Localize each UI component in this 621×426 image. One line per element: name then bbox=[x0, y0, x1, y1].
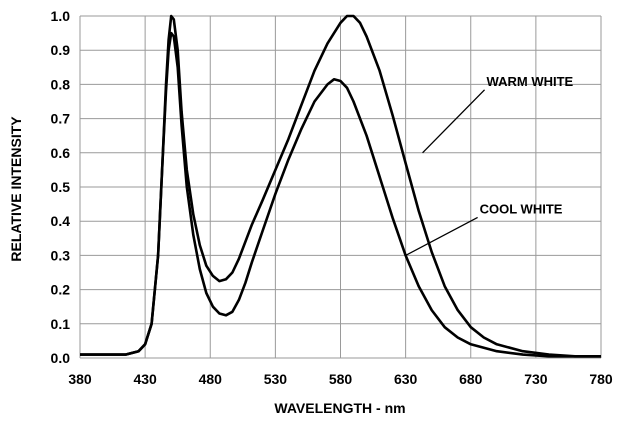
x-tick-label: 630 bbox=[394, 371, 418, 387]
series-line-cool-white bbox=[80, 31, 601, 358]
x-tick-label: 780 bbox=[589, 371, 613, 387]
series-label-leader bbox=[405, 216, 478, 256]
grid bbox=[79, 15, 602, 359]
y-tick-label: 0.0 bbox=[51, 350, 71, 366]
x-axis-label: WAVELENGTH - nm bbox=[274, 400, 405, 416]
y-tick-label: 0.8 bbox=[51, 76, 71, 92]
y-tick-label: 0.1 bbox=[51, 316, 71, 332]
series-label-leader bbox=[422, 89, 486, 154]
y-tick-label: 0.2 bbox=[51, 282, 71, 298]
x-tick-label: 380 bbox=[68, 371, 92, 387]
y-tick-labels: 0.0 0.1 0.2 0.3 0.4 0.5 0.6 0.7 0.8 0.9 1.0 bbox=[51, 8, 71, 366]
y-tick-label: 0.4 bbox=[51, 213, 71, 229]
series-label: COOL WHITE bbox=[480, 201, 563, 216]
series-label: WARM WHITE bbox=[487, 74, 574, 89]
series-lines bbox=[80, 14, 601, 358]
x-tick-labels: 380 430 480 530 580 630 680 730 780 bbox=[68, 371, 613, 387]
y-tick-label: 0.3 bbox=[51, 247, 71, 263]
x-tick-label: 530 bbox=[264, 371, 288, 387]
x-tick-label: 730 bbox=[524, 371, 548, 387]
y-tick-label: 0.5 bbox=[51, 179, 71, 195]
y-axis-label: RELATIVE INTENSITY bbox=[8, 116, 24, 262]
y-tick-label: 0.7 bbox=[51, 111, 71, 127]
y-tick-label: 0.6 bbox=[51, 145, 71, 161]
y-tick-label: 0.9 bbox=[51, 42, 71, 58]
x-tick-label: 480 bbox=[199, 371, 223, 387]
x-tick-label: 680 bbox=[459, 371, 483, 387]
series-labels: WARM WHITE COOL WHITE bbox=[405, 74, 574, 256]
x-tick-label: 580 bbox=[329, 371, 353, 387]
y-tick-label: 1.0 bbox=[51, 8, 71, 24]
x-tick-label: 430 bbox=[133, 371, 157, 387]
